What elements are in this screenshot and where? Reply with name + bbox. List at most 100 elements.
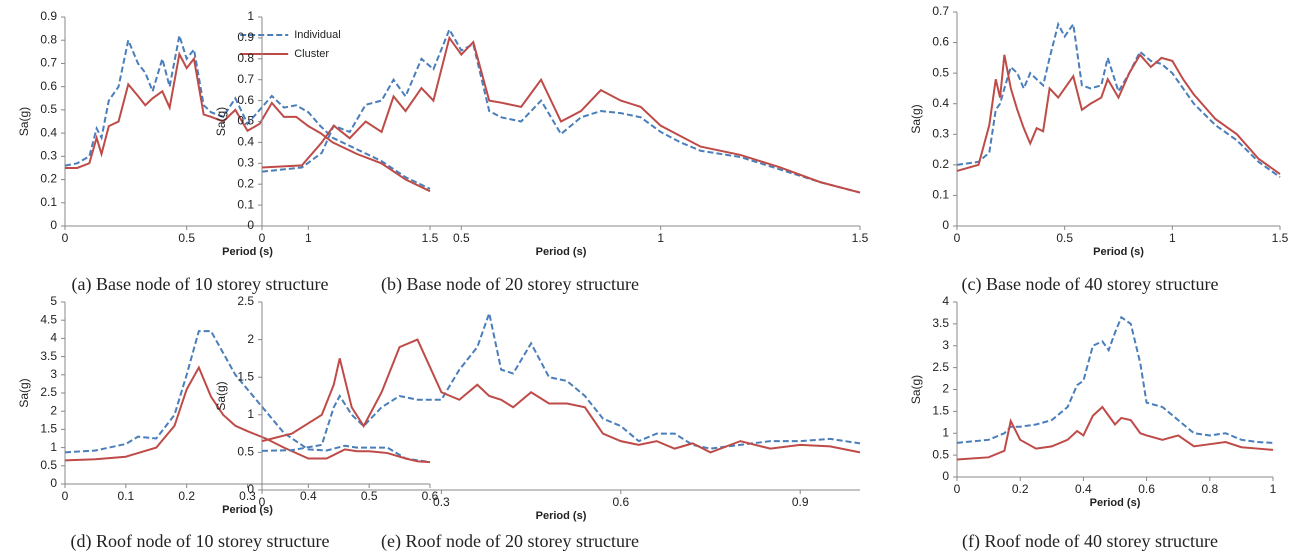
x-tick-label: 0	[259, 231, 266, 245]
x-tick-label: 0.4	[300, 489, 317, 503]
y-tick-label: 0.9	[40, 9, 57, 23]
y-tick-label: 2.5	[40, 385, 57, 399]
x-tick-label: 0	[954, 482, 961, 496]
x-tick-label: 1	[1270, 482, 1277, 496]
y-tick-label: 1	[942, 425, 949, 439]
x-tick-label: 1.5	[852, 231, 869, 245]
y-tick-label: 2.5	[237, 294, 254, 308]
series-line	[956, 405, 1274, 461]
legend-label: Individual	[294, 29, 340, 41]
series-line	[261, 338, 861, 454]
x-tick-label: 0.6	[612, 495, 629, 509]
y-tick-label: 4.5	[40, 312, 57, 326]
y-tick-label: 0.6	[932, 35, 949, 49]
x-axis-label: Period (s)	[222, 504, 273, 516]
series-line	[64, 330, 431, 464]
series-line	[261, 27, 861, 194]
y-tick-label: 0.4	[932, 96, 949, 110]
series-line	[956, 315, 1274, 444]
x-tick-label: 1	[1169, 231, 1176, 245]
x-tick-label: 0.6	[1138, 482, 1155, 496]
y-tick-label: 0	[50, 218, 57, 232]
y-axis-label: Sa(g)	[214, 107, 228, 136]
y-axis-label: Sa(g)	[909, 375, 923, 404]
caption: (e) Roof node of 20 storey structure	[381, 531, 639, 552]
x-tick-label: 1	[305, 231, 312, 245]
y-tick-label: 0.3	[40, 149, 57, 163]
y-axis-label: Sa(g)	[17, 378, 31, 407]
x-tick-label: 0	[259, 495, 266, 509]
caption: (b) Base node of 20 storey structure	[381, 274, 639, 295]
series-line	[65, 51, 431, 193]
y-tick-label: 0	[50, 476, 57, 490]
x-tick-label: 1.5	[422, 231, 439, 245]
y-tick-label: 0.8	[40, 32, 57, 46]
series-line	[956, 53, 1281, 175]
x-axis-label: Period (s)	[1090, 497, 1141, 509]
x-tick-label: 1	[657, 231, 664, 245]
y-tick-label: 0.5	[40, 458, 57, 472]
y-tick-label: 0	[942, 469, 949, 483]
y-tick-label: 0.6	[40, 79, 57, 93]
caption: (d) Roof node of 10 storey structure	[71, 531, 330, 552]
x-axis-label: Period (s)	[536, 246, 587, 258]
y-tick-label: 3	[50, 367, 57, 381]
y-tick-label: 0.2	[932, 157, 949, 171]
y-tick-label: 3	[942, 338, 949, 352]
x-tick-label: 0.4	[1075, 482, 1092, 496]
y-tick-label: 5	[50, 294, 57, 308]
y-tick-label: 0.1	[40, 195, 57, 209]
x-tick-label: 0	[954, 231, 961, 245]
x-tick-label: 0	[62, 489, 69, 503]
series-line	[261, 309, 861, 452]
y-tick-label: 4	[50, 331, 57, 345]
y-tick-label: 0.5	[932, 447, 949, 461]
x-tick-label: 0.8	[1201, 482, 1218, 496]
x-tick-label: 0.5	[453, 231, 470, 245]
y-tick-label: 0.5	[932, 65, 949, 79]
caption: (c) Base node of 40 storey structure	[962, 274, 1219, 295]
y-tick-label: 0.7	[237, 72, 254, 86]
x-axis-label: Period (s)	[222, 246, 273, 258]
x-tick-label: 1.5	[1272, 231, 1289, 245]
y-tick-label: 2	[247, 332, 254, 346]
y-tick-label: 0.2	[40, 172, 57, 186]
caption: (a) Base node of 10 storey structure	[72, 274, 329, 295]
y-tick-label: 1.5	[237, 369, 254, 383]
y-tick-label: 0.6	[237, 93, 254, 107]
y-tick-label: 2	[942, 382, 949, 396]
y-tick-label: 0.3	[932, 126, 949, 140]
y-tick-label: 1	[247, 9, 254, 23]
x-tick-label: 0.3	[433, 495, 450, 509]
y-tick-label: 0	[247, 482, 254, 496]
x-tick-label: 0	[62, 231, 69, 245]
y-tick-label: 1	[247, 407, 254, 421]
y-axis-label: Sa(g)	[214, 381, 228, 410]
y-tick-label: 4	[942, 294, 949, 308]
y-axis-label: Sa(g)	[909, 104, 923, 133]
y-tick-label: 0	[942, 218, 949, 232]
y-tick-label: 0.7	[40, 56, 57, 70]
legend-label: Cluster	[294, 48, 329, 60]
y-tick-label: 0.7	[932, 4, 949, 18]
y-tick-label: 2	[50, 403, 57, 417]
series-line	[64, 365, 431, 464]
y-tick-label: 0.3	[237, 155, 254, 169]
caption: (f) Roof node of 40 storey structure	[962, 531, 1218, 552]
y-tick-label: 1.5	[932, 404, 949, 418]
y-tick-label: 0.4	[40, 125, 57, 139]
y-axis-label: Sa(g)	[17, 107, 31, 136]
x-tick-label: 0.2	[1012, 482, 1029, 496]
x-axis-label: Period (s)	[536, 510, 587, 522]
y-tick-label: 0.5	[40, 102, 57, 116]
x-tick-label: 0.3	[239, 489, 256, 503]
y-tick-label: 1.5	[40, 422, 57, 436]
y-tick-label: 0.9	[237, 30, 254, 44]
y-tick-label: 2.5	[932, 360, 949, 374]
y-tick-label: 1	[50, 440, 57, 454]
y-tick-label: 0.8	[237, 51, 254, 65]
x-tick-label: 0.1	[117, 489, 134, 503]
y-tick-label: 3.5	[40, 349, 57, 363]
series-line	[261, 35, 861, 194]
